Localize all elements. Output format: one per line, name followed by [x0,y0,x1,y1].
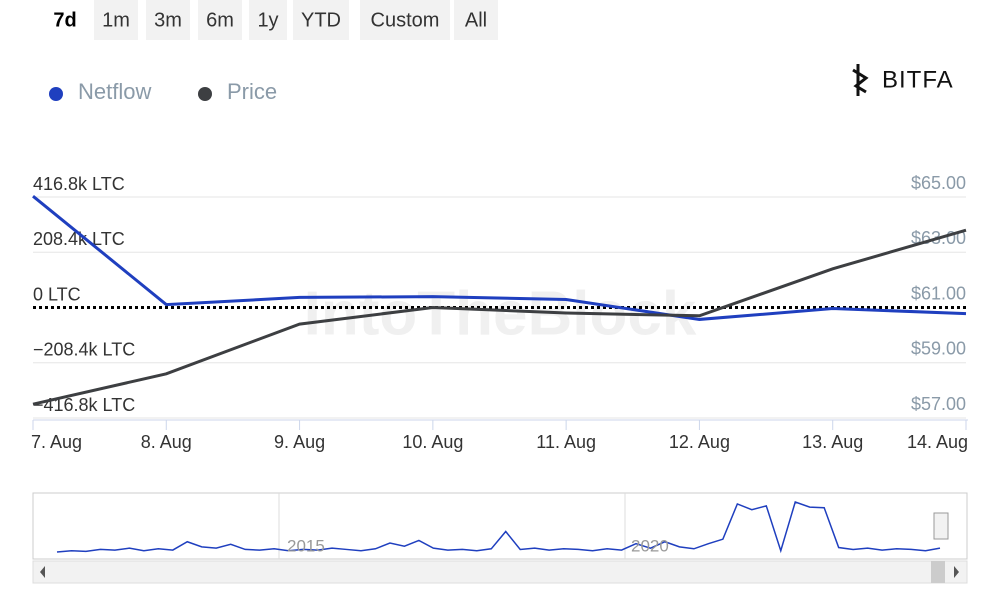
y-tick-label: −416.8k LTC [33,395,135,415]
range-button-label[interactable]: 6m [206,9,234,31]
y-tick-label: 208.4k LTC [33,229,125,249]
navigator-label: 2020 [631,536,669,555]
y2-tick-label: $59.00 [911,339,966,359]
legend-label[interactable]: Price [227,79,277,104]
logo-icon [852,64,869,96]
scrollbar-thumb[interactable] [931,561,945,583]
y-tick-label: 0 LTC [33,284,81,304]
navigator-label: 2015 [287,536,325,555]
y2-tick-label: $61.00 [911,283,966,303]
y2-tick-label: $65.00 [911,173,966,193]
range-button-label[interactable]: 3m [154,9,182,31]
range-button-label[interactable]: 1y [257,9,278,31]
range-button-label[interactable]: Custom [371,9,440,31]
x-tick-label: 7. Aug [31,432,82,452]
y-tick-label: −208.4k LTC [33,340,135,360]
x-tick-label: 13. Aug [802,432,863,452]
navigator-frame [32,492,968,560]
range-button[interactable] [146,0,190,40]
scroll-left[interactable] [40,566,45,578]
series-line [32,194,967,321]
range-button-label[interactable]: YTD [301,9,341,31]
y-tick-label: 416.8k LTC [33,174,125,194]
x-tick-label: 11. Aug [536,432,596,452]
series-line [32,228,967,406]
range-button-label[interactable]: 7d [53,9,76,31]
logo-text: BITFA [882,66,954,93]
range-button[interactable] [198,0,242,40]
range-button[interactable] [293,0,349,40]
navigator-handle[interactable] [933,512,949,540]
x-tick-label: 14. Aug [907,432,968,452]
x-tick-label: 10. Aug [402,432,463,452]
legend-marker[interactable] [49,87,63,101]
range-button[interactable] [94,0,138,40]
range-button-label[interactable]: All [465,9,487,31]
scrollbar-track[interactable] [32,560,968,584]
range-button[interactable] [454,0,498,40]
x-tick-label: 9. Aug [274,432,325,452]
navigator-line [56,501,941,554]
scroll-right[interactable] [954,566,959,578]
y2-tick-label: $57.00 [911,394,966,414]
range-button[interactable] [360,0,450,40]
range-button-label[interactable]: 1m [102,9,130,31]
logo: BITFA [852,64,954,96]
x-tick-label: 8. Aug [141,432,192,452]
legend-marker[interactable] [198,87,212,101]
x-tick-label: 12. Aug [669,432,730,452]
range-button[interactable] [45,0,85,40]
legend-label[interactable]: Netflow [78,79,151,104]
range-button[interactable] [249,0,287,40]
